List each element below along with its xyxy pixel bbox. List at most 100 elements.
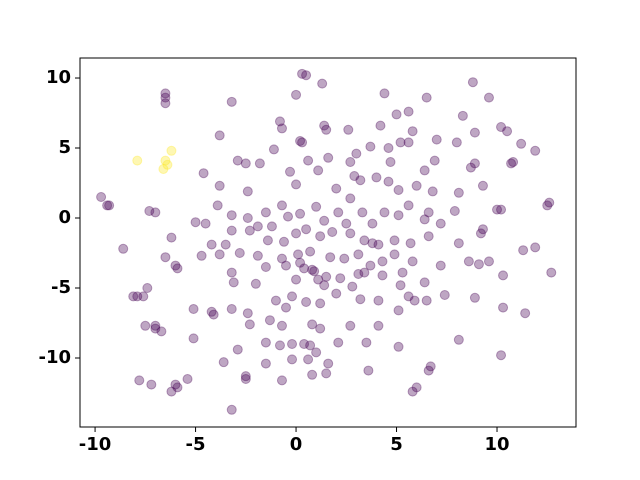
point [423, 365, 434, 376]
point [160, 88, 171, 99]
point [393, 341, 404, 352]
point [172, 382, 183, 393]
point [423, 231, 434, 242]
point [469, 158, 480, 169]
point [411, 180, 422, 191]
point [264, 315, 275, 326]
point [280, 302, 291, 313]
point [502, 126, 513, 137]
point [305, 246, 316, 257]
point [373, 320, 384, 331]
point [144, 206, 155, 217]
point [393, 185, 404, 196]
point [477, 180, 488, 191]
point [102, 200, 113, 211]
point [419, 277, 430, 288]
point [508, 157, 519, 168]
point [333, 207, 344, 218]
point [542, 200, 553, 211]
point [331, 183, 342, 194]
point [439, 289, 450, 300]
point [190, 217, 201, 228]
point [347, 281, 358, 292]
point [351, 148, 362, 159]
point [393, 305, 404, 316]
y-tick-label: 10 [46, 67, 71, 88]
point [250, 278, 261, 289]
point [409, 295, 420, 306]
point [260, 337, 271, 348]
point [291, 179, 302, 190]
point [333, 337, 344, 348]
point [516, 138, 527, 149]
point [208, 309, 219, 320]
point [323, 358, 334, 369]
point [287, 354, 298, 365]
point [323, 152, 334, 163]
point [240, 158, 251, 169]
point [530, 145, 541, 156]
point [315, 231, 326, 242]
point [299, 263, 310, 274]
point [393, 210, 404, 221]
point [363, 365, 374, 376]
point [313, 274, 324, 285]
point [518, 245, 529, 256]
point [421, 295, 432, 306]
point [317, 78, 328, 89]
point [240, 373, 251, 384]
point [463, 256, 474, 267]
point [142, 282, 153, 293]
point [361, 337, 372, 348]
point [321, 368, 332, 379]
point [307, 319, 318, 330]
point [295, 257, 306, 268]
point [228, 277, 239, 288]
point [301, 296, 312, 307]
point [206, 306, 217, 317]
point [496, 204, 507, 215]
point [530, 242, 541, 253]
point [477, 224, 488, 235]
point [403, 200, 414, 211]
point [407, 126, 418, 137]
point [425, 361, 436, 372]
point [309, 266, 320, 277]
point [343, 124, 354, 135]
point [295, 136, 306, 147]
point [260, 207, 271, 218]
point [96, 192, 107, 203]
point [345, 228, 356, 239]
x-tick-label: 5 [390, 434, 403, 455]
point [453, 187, 464, 198]
point [469, 292, 480, 303]
point [118, 243, 129, 254]
point [365, 260, 376, 271]
point [345, 157, 356, 168]
point [244, 319, 255, 330]
point [435, 218, 446, 229]
point [395, 137, 406, 148]
point [421, 92, 432, 103]
point [214, 249, 225, 260]
point [146, 379, 157, 390]
point [150, 207, 161, 218]
point [385, 157, 396, 168]
point [465, 162, 476, 173]
point [240, 371, 251, 382]
point [305, 340, 316, 351]
x-tick-label: 10 [484, 434, 509, 455]
point [162, 159, 173, 170]
point [188, 333, 199, 344]
point [214, 130, 225, 141]
point [303, 354, 314, 365]
point [355, 294, 366, 305]
point [367, 238, 378, 249]
point [160, 98, 171, 109]
point [473, 259, 484, 270]
point [232, 155, 243, 166]
point [242, 213, 253, 224]
point [357, 207, 368, 218]
point [405, 238, 416, 249]
